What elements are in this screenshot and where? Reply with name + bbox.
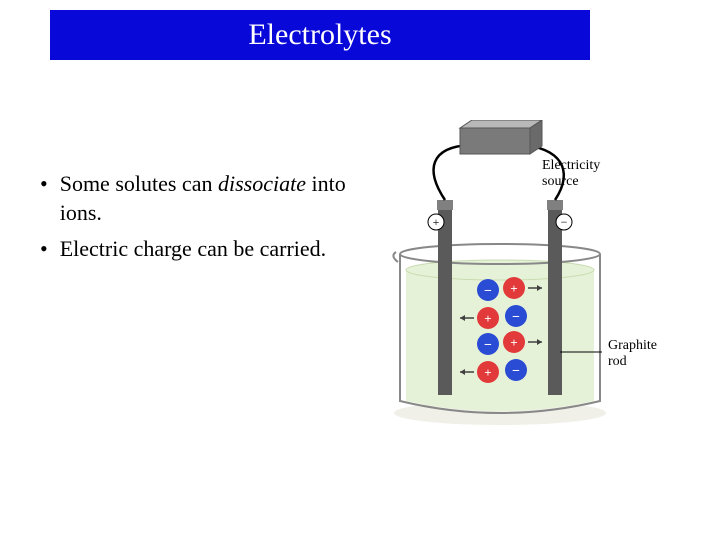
bullet-list: • Some solutes can dissociate into ions.…: [40, 170, 360, 272]
svg-text:+: +: [484, 365, 491, 380]
svg-text:+: +: [484, 311, 491, 326]
svg-text:+: +: [433, 215, 440, 229]
bullet-text: Some solutes can dissociate into ions.: [60, 170, 360, 227]
svg-text:−: −: [484, 284, 492, 299]
title-bar: Electrolytes: [50, 10, 590, 60]
svg-text:+: +: [510, 281, 517, 296]
page-title: Electrolytes: [248, 18, 391, 52]
svg-text:−: −: [512, 310, 520, 325]
electrolysis-diagram: + − − + − + − + − + Electricity source Graphite r…: [370, 120, 700, 440]
svg-text:−: −: [484, 338, 492, 353]
svg-text:−: −: [561, 215, 568, 229]
bullet-item: • Some solutes can dissociate into ions.: [40, 170, 360, 227]
bullet-marker: •: [40, 235, 48, 264]
bullet-text: Electric charge can be carried.: [60, 235, 326, 264]
label-electricity-source: Electricity source: [542, 158, 600, 190]
diagram-svg: + − − + − + − + − +: [370, 120, 700, 440]
label-graphite-rod: Graphite rod: [608, 338, 657, 370]
bullet-marker: •: [40, 170, 48, 199]
svg-text:+: +: [510, 335, 517, 350]
svg-text:−: −: [512, 364, 520, 379]
bullet-item: • Electric charge can be carried.: [40, 235, 360, 264]
